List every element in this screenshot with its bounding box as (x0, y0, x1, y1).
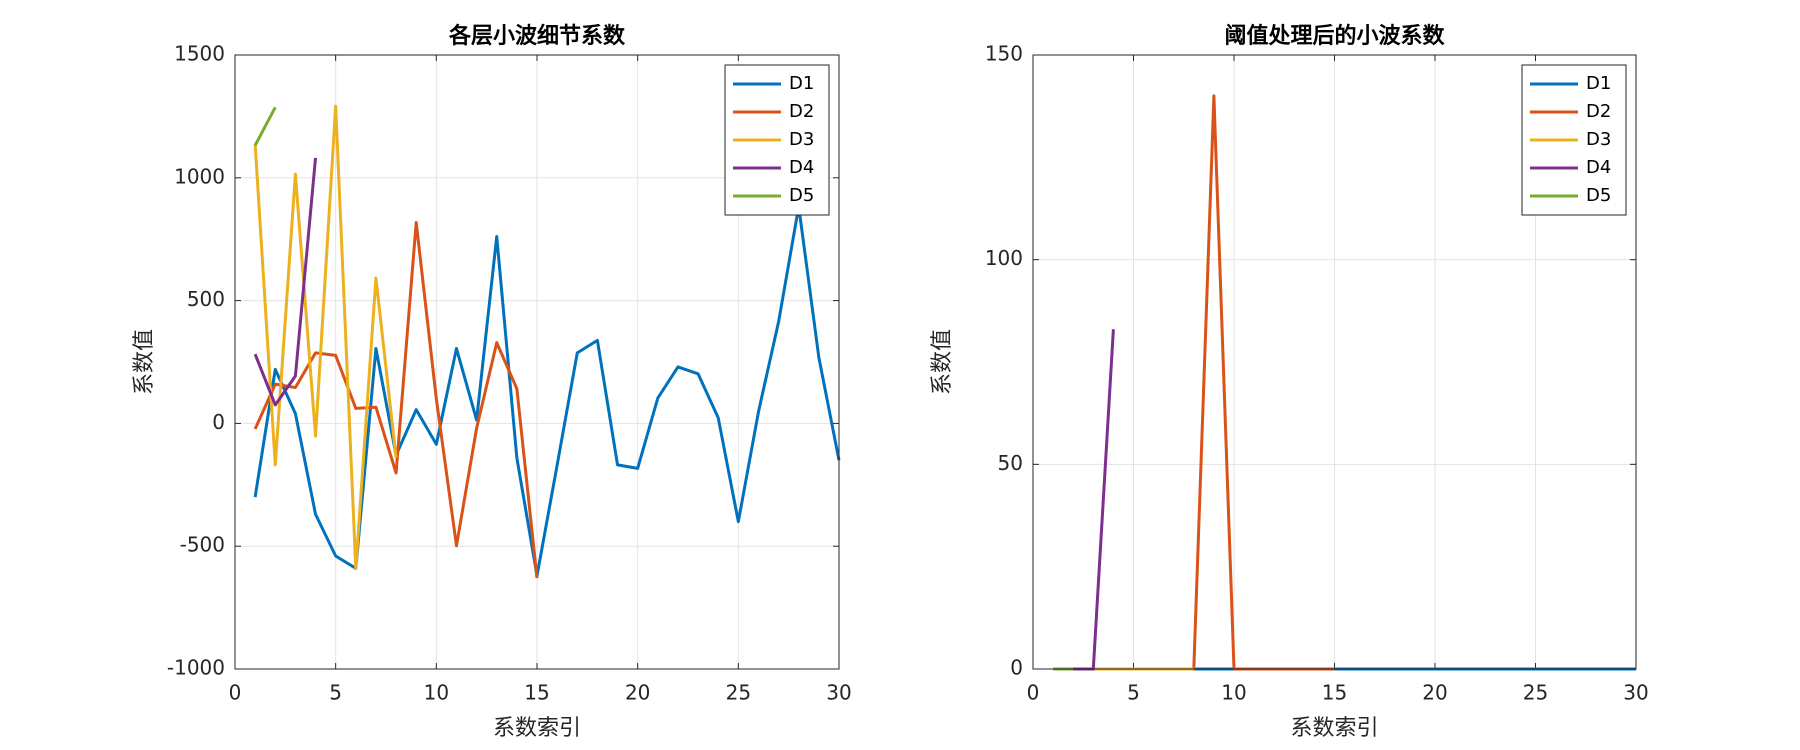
x-tick-label: 0 (229, 681, 242, 705)
series-line (253, 106, 277, 147)
series-line (253, 220, 539, 579)
legend-label: D2 (789, 101, 814, 122)
chart-title: 各层小波细节系数 (448, 23, 626, 49)
legend-label: D1 (1586, 73, 1611, 94)
x-axis-label: 系数索引 (1290, 716, 1378, 741)
axes-box (1032, 54, 1637, 670)
y-axis-label: 系数值 (930, 329, 955, 395)
x-tick-label: 5 (329, 681, 342, 705)
series-line (253, 157, 318, 407)
x-tick-label: 10 (1221, 681, 1246, 705)
y-tick-label: 0 (212, 410, 225, 434)
x-tick-label: 30 (826, 681, 851, 705)
x-tick-label: 0 (1027, 681, 1040, 705)
y-tick-label: 0 (1010, 656, 1023, 680)
x-tick-label: 10 (424, 681, 449, 705)
legend-label: D5 (1586, 185, 1611, 206)
axes-box (234, 54, 840, 670)
y-tick-label: 1500 (174, 42, 225, 66)
y-tick-label: -500 (180, 533, 225, 557)
x-tick-label: 20 (1422, 681, 1447, 705)
x-tick-label: 25 (1523, 681, 1548, 705)
x-tick-label: 15 (524, 681, 549, 705)
legend-label: D1 (789, 73, 814, 94)
y-tick-label: 1000 (174, 164, 225, 188)
x-tick-label: 20 (625, 681, 650, 705)
y-tick-label: 50 (998, 451, 1023, 475)
x-tick-label: 25 (726, 681, 751, 705)
legend-label: D3 (789, 129, 814, 150)
chart-title: 阈值处理后的小波系数 (1224, 23, 1445, 49)
y-axis-label: 系数值 (132, 329, 157, 395)
series-line (253, 104, 398, 571)
legend-label: D4 (789, 157, 814, 178)
y-tick-label: 100 (985, 246, 1023, 270)
legend-label: D2 (1586, 101, 1611, 122)
x-tick-label: 5 (1127, 681, 1140, 705)
y-tick-label: 500 (187, 287, 225, 311)
x-tick-label: 30 (1623, 681, 1648, 705)
legend-label: D4 (1586, 157, 1611, 178)
y-tick-label: 150 (985, 42, 1023, 66)
x-tick-label: 15 (1322, 681, 1347, 705)
y-tick-label: -1000 (167, 656, 225, 680)
series-line (253, 205, 841, 578)
x-axis-label: 系数索引 (493, 716, 581, 741)
legend-label: D3 (1586, 129, 1611, 150)
legend-label: D5 (789, 185, 814, 206)
